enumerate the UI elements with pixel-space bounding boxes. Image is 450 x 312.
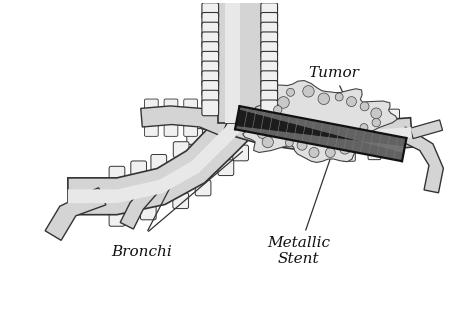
- FancyBboxPatch shape: [164, 123, 178, 136]
- Circle shape: [346, 97, 356, 107]
- FancyBboxPatch shape: [202, 61, 219, 77]
- FancyBboxPatch shape: [261, 100, 278, 116]
- FancyBboxPatch shape: [144, 99, 158, 113]
- FancyBboxPatch shape: [184, 123, 198, 136]
- Text: Metallic
Stent: Metallic Stent: [267, 146, 335, 266]
- FancyBboxPatch shape: [164, 99, 178, 113]
- FancyBboxPatch shape: [387, 109, 400, 122]
- Circle shape: [356, 141, 365, 149]
- FancyBboxPatch shape: [202, 90, 219, 106]
- FancyBboxPatch shape: [202, 100, 219, 116]
- Circle shape: [262, 119, 273, 129]
- FancyBboxPatch shape: [366, 111, 378, 123]
- FancyBboxPatch shape: [173, 193, 189, 209]
- FancyBboxPatch shape: [202, 42, 219, 57]
- Circle shape: [325, 148, 335, 158]
- FancyBboxPatch shape: [342, 149, 356, 161]
- FancyBboxPatch shape: [144, 123, 158, 136]
- FancyBboxPatch shape: [311, 148, 324, 161]
- FancyBboxPatch shape: [261, 42, 278, 57]
- FancyBboxPatch shape: [109, 211, 125, 226]
- Circle shape: [372, 118, 381, 127]
- Polygon shape: [235, 106, 406, 161]
- Polygon shape: [398, 127, 443, 193]
- FancyBboxPatch shape: [202, 3, 219, 18]
- FancyBboxPatch shape: [261, 51, 278, 67]
- FancyBboxPatch shape: [202, 80, 219, 96]
- Circle shape: [353, 129, 364, 139]
- FancyBboxPatch shape: [195, 180, 211, 196]
- Polygon shape: [45, 188, 106, 240]
- FancyBboxPatch shape: [261, 3, 278, 18]
- FancyBboxPatch shape: [173, 142, 189, 158]
- Circle shape: [285, 139, 293, 147]
- Polygon shape: [238, 117, 412, 143]
- Circle shape: [274, 105, 282, 114]
- FancyBboxPatch shape: [187, 129, 202, 144]
- FancyBboxPatch shape: [368, 147, 381, 160]
- FancyBboxPatch shape: [202, 71, 219, 86]
- Polygon shape: [243, 80, 397, 163]
- Circle shape: [340, 143, 351, 154]
- FancyBboxPatch shape: [261, 71, 278, 86]
- Circle shape: [262, 137, 273, 148]
- FancyBboxPatch shape: [202, 32, 219, 48]
- Text: Bronchi: Bronchi: [111, 245, 172, 259]
- Polygon shape: [120, 184, 157, 229]
- Circle shape: [309, 148, 319, 158]
- Circle shape: [360, 102, 369, 111]
- Circle shape: [318, 93, 329, 105]
- Polygon shape: [68, 110, 253, 215]
- FancyBboxPatch shape: [218, 160, 234, 176]
- FancyBboxPatch shape: [202, 51, 219, 67]
- Circle shape: [360, 124, 368, 132]
- Circle shape: [262, 111, 271, 120]
- FancyBboxPatch shape: [261, 32, 278, 48]
- Text: Tumor: Tumor: [309, 66, 360, 100]
- FancyBboxPatch shape: [202, 22, 219, 38]
- Polygon shape: [235, 109, 413, 152]
- FancyBboxPatch shape: [313, 112, 326, 124]
- Polygon shape: [218, 0, 262, 123]
- FancyBboxPatch shape: [151, 154, 166, 170]
- FancyBboxPatch shape: [261, 12, 278, 28]
- FancyBboxPatch shape: [261, 22, 278, 38]
- FancyBboxPatch shape: [389, 145, 402, 158]
- Circle shape: [303, 85, 314, 97]
- Polygon shape: [141, 106, 229, 136]
- Polygon shape: [410, 120, 442, 139]
- FancyBboxPatch shape: [340, 112, 353, 125]
- Circle shape: [287, 88, 294, 96]
- Circle shape: [257, 127, 269, 139]
- FancyBboxPatch shape: [131, 161, 147, 177]
- FancyBboxPatch shape: [202, 12, 219, 28]
- Circle shape: [335, 93, 343, 101]
- Polygon shape: [68, 118, 245, 203]
- Polygon shape: [225, 0, 240, 123]
- FancyBboxPatch shape: [261, 61, 278, 77]
- FancyBboxPatch shape: [140, 204, 156, 220]
- Circle shape: [371, 108, 382, 119]
- FancyBboxPatch shape: [184, 99, 198, 113]
- FancyBboxPatch shape: [233, 145, 248, 161]
- Circle shape: [278, 97, 289, 108]
- FancyBboxPatch shape: [261, 80, 278, 96]
- FancyBboxPatch shape: [109, 166, 125, 182]
- FancyBboxPatch shape: [261, 90, 278, 106]
- Circle shape: [297, 140, 307, 150]
- FancyBboxPatch shape: [202, 114, 217, 129]
